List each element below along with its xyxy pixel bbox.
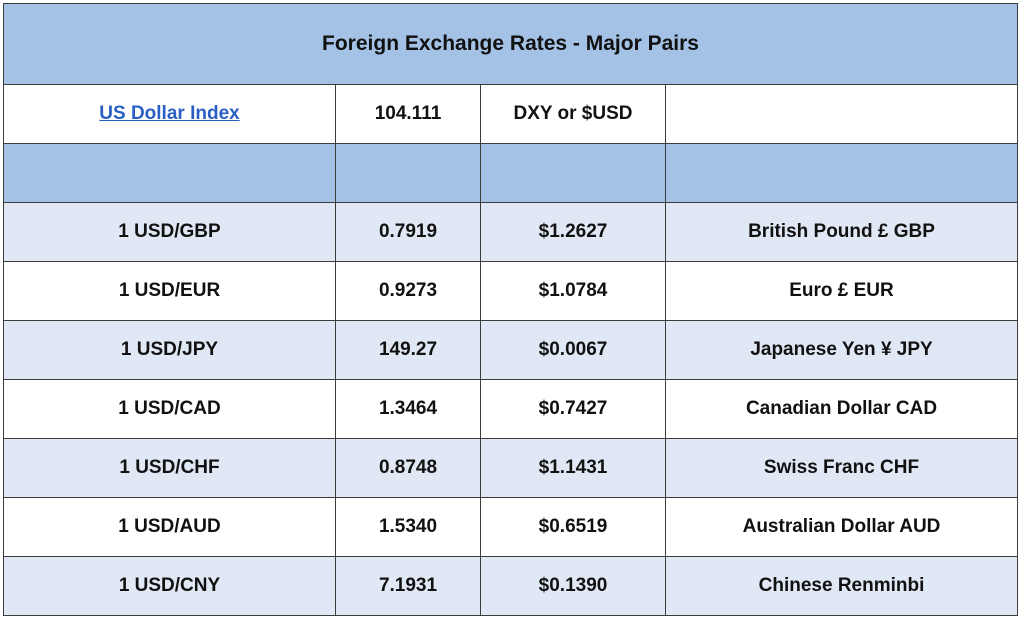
- pair-cell: 1 USD/EUR: [3, 261, 336, 321]
- table-row: 1 USD/CHF 0.8748 $1.1431 Swiss Franc CHF: [3, 438, 1019, 498]
- usd-value-cell: $0.1390: [480, 556, 666, 616]
- table-row: 1 USD/JPY 149.27 $0.0067 Japanese Yen ¥ …: [3, 320, 1019, 380]
- spacer-cell: [3, 143, 336, 203]
- rate-cell: 0.8748: [335, 438, 481, 498]
- usd-value-cell: $0.0067: [480, 320, 666, 380]
- pair-cell: 1 USD/GBP: [3, 202, 336, 262]
- title-row: Foreign Exchange Rates - Major Pairs: [2, 3, 1019, 85]
- rate-cell: 1.5340: [335, 497, 481, 557]
- index-symbol: DXY or $USD: [480, 84, 666, 144]
- usd-value-cell: $1.2627: [480, 202, 666, 262]
- us-dollar-index-link[interactable]: US Dollar Index: [99, 103, 240, 124]
- table-row: 1 USD/EUR 0.9273 $1.0784 Euro £ EUR: [3, 261, 1019, 321]
- currency-cell: Australian Dollar AUD: [664, 497, 1019, 557]
- spacer-cell: [335, 143, 481, 203]
- rate-cell: 149.27: [335, 320, 481, 380]
- rate-cell: 7.1931: [335, 556, 481, 616]
- usd-value-cell: $1.0784: [480, 261, 666, 321]
- pair-cell: 1 USD/CNY: [3, 556, 336, 616]
- spacer-row: [3, 143, 1019, 203]
- currency-cell: Japanese Yen ¥ JPY: [664, 320, 1019, 380]
- pair-cell: 1 USD/JPY: [3, 320, 336, 380]
- index-name-cell: US Dollar Index: [3, 84, 336, 144]
- currency-cell: Canadian Dollar CAD: [664, 379, 1019, 439]
- table-row: 1 USD/GBP 0.7919 $1.2627 British Pound £…: [3, 202, 1019, 262]
- rate-cell: 0.7919: [335, 202, 481, 262]
- rate-cell: 1.3464: [335, 379, 481, 439]
- table-row: 1 USD/CNY 7.1931 $0.1390 Chinese Renminb…: [3, 556, 1019, 616]
- index-note: [664, 84, 1019, 144]
- pair-cell: 1 USD/CHF: [3, 438, 336, 498]
- table-title: Foreign Exchange Rates - Major Pairs: [2, 3, 1019, 85]
- pair-cell: 1 USD/AUD: [3, 497, 336, 557]
- usd-value-cell: $0.6519: [480, 497, 666, 557]
- currency-cell: Chinese Renminbi: [664, 556, 1019, 616]
- index-value: 104.111: [335, 84, 481, 144]
- rate-cell: 0.9273: [335, 261, 481, 321]
- table-row: 1 USD/AUD 1.5340 $0.6519 Australian Doll…: [3, 497, 1019, 557]
- currency-cell: British Pound £ GBP: [664, 202, 1019, 262]
- usd-value-cell: $0.7427: [480, 379, 666, 439]
- table-row: 1 USD/CAD 1.3464 $0.7427 Canadian Dollar…: [3, 379, 1019, 439]
- currency-cell: Swiss Franc CHF: [664, 438, 1019, 498]
- exchange-rates-table: Foreign Exchange Rates - Major Pairs US …: [2, 3, 1019, 616]
- index-row: US Dollar Index 104.111 DXY or $USD: [3, 84, 1019, 144]
- usd-value-cell: $1.1431: [480, 438, 666, 498]
- currency-cell: Euro £ EUR: [664, 261, 1019, 321]
- spacer-cell: [480, 143, 666, 203]
- spacer-cell: [664, 143, 1019, 203]
- pair-cell: 1 USD/CAD: [3, 379, 336, 439]
